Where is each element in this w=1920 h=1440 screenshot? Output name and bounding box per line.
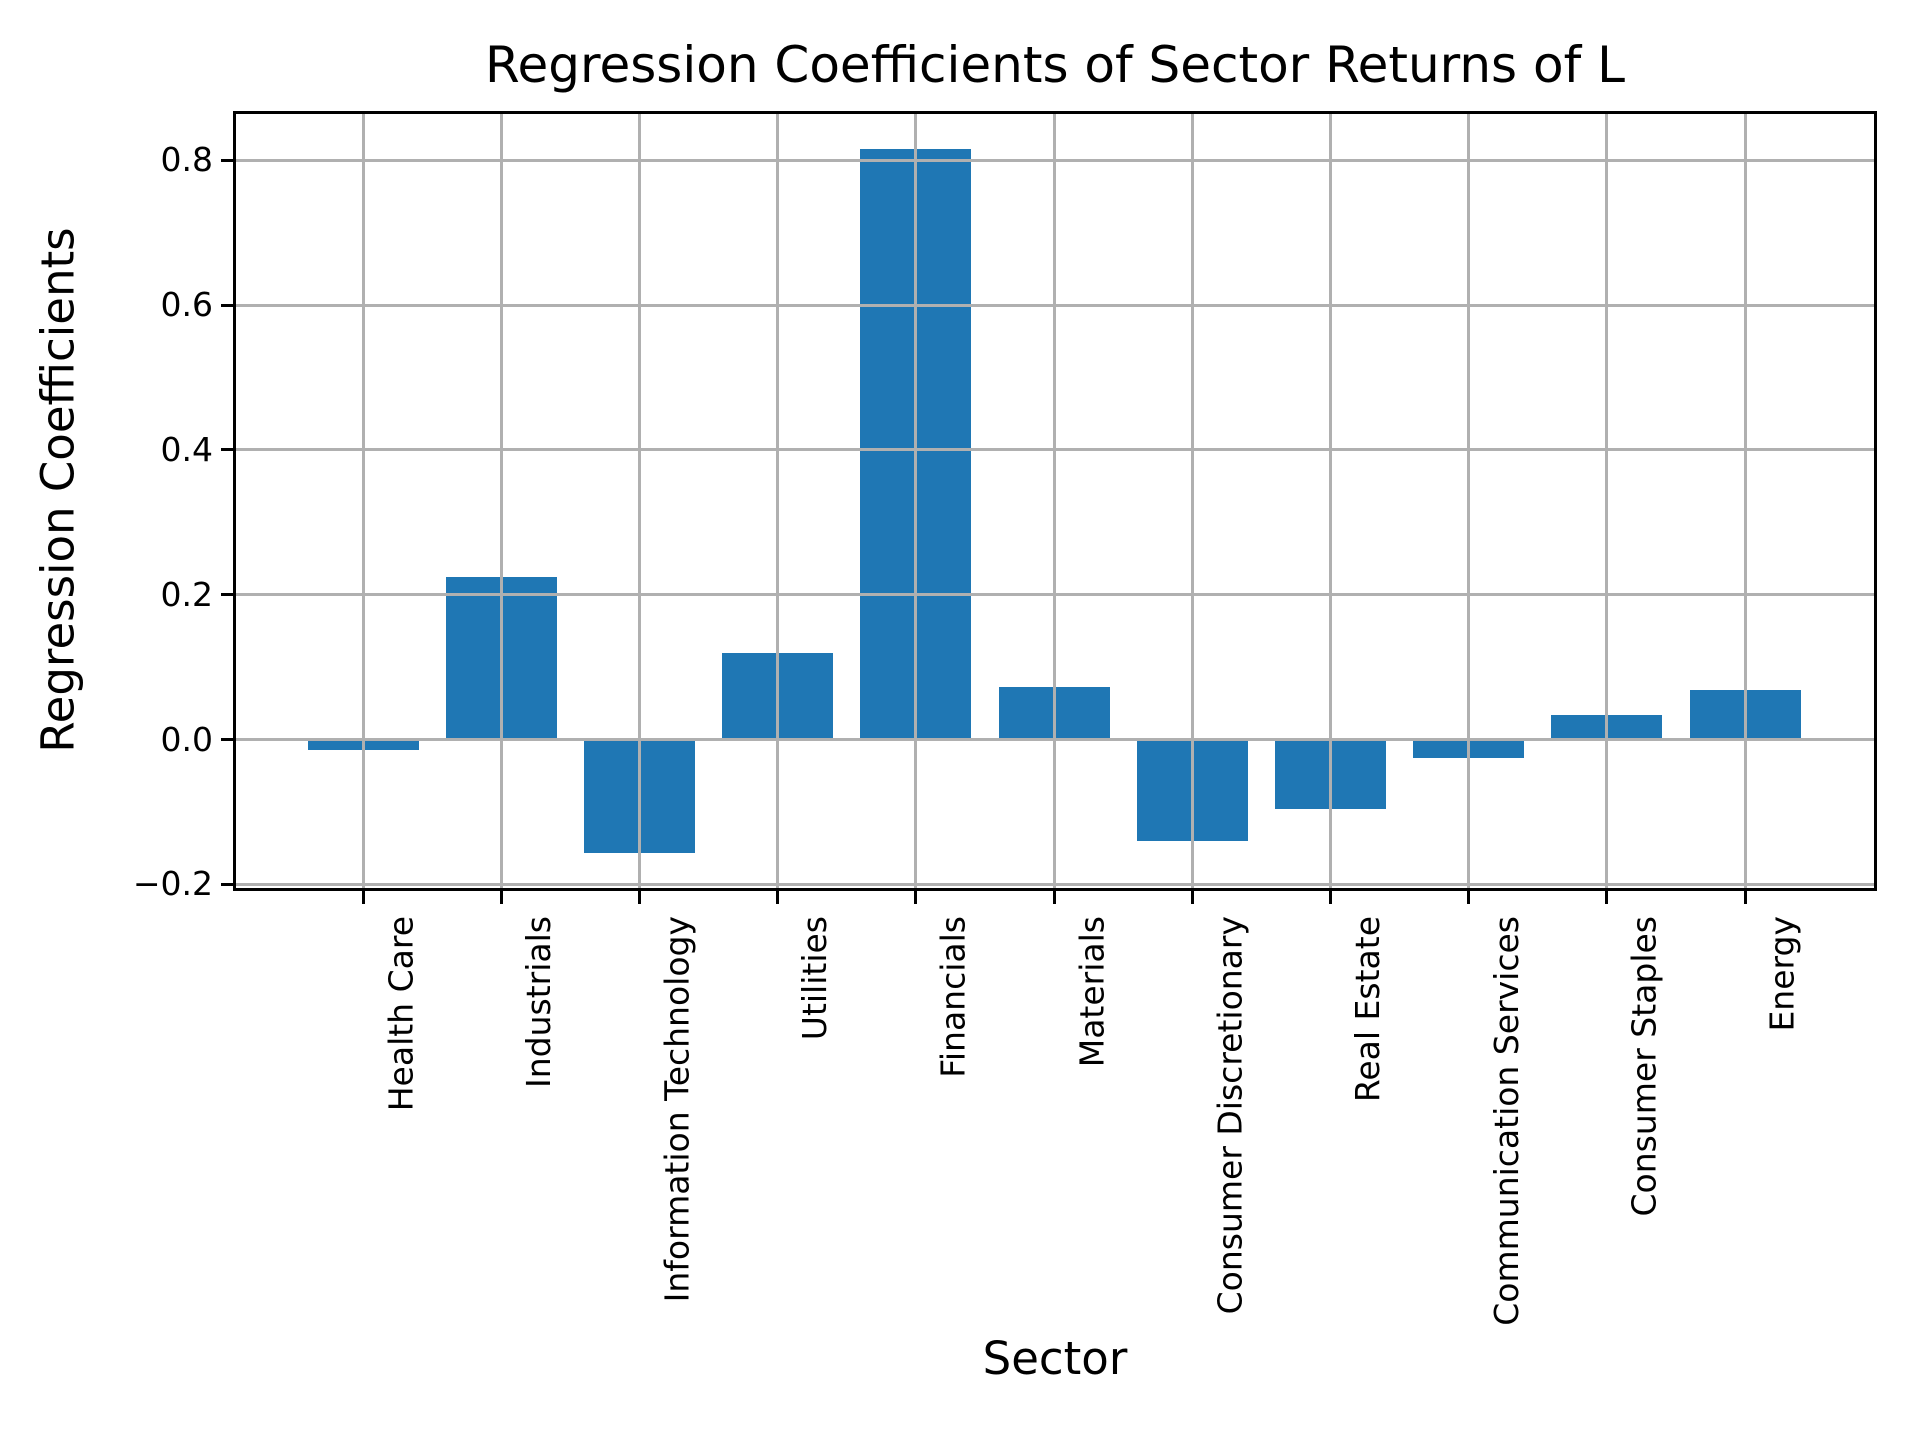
y-tick-mark [221,158,233,162]
x-tick-mark [637,891,641,904]
v-gridline [1328,114,1332,888]
v-gridline [361,114,365,888]
v-gridline [1190,114,1194,888]
y-tick-mark [221,738,233,742]
v-gridline [1743,114,1747,888]
v-gridline [1605,114,1609,888]
x-tick-mark [361,891,365,904]
plot-area: Health Care Industrials Information Techno… [221,111,1877,1326]
x-tick-mark [1467,891,1471,904]
v-gridline [914,114,918,888]
x-tick-label-information-technology: Information Technology [657,916,697,1303]
y-tick-label: 0.2 [160,574,213,614]
y-tick-label: 0.8 [160,140,213,180]
y-tick-mark [221,593,233,597]
v-gridline [1467,114,1471,888]
y-tick-label: 0.6 [160,285,213,325]
y-tick-label: 0.4 [160,429,213,469]
x-tick-mark [776,891,780,904]
x-tick-label-real-estate: Real Estate [1348,916,1388,1103]
v-gridline [1052,114,1056,888]
y-tick-mark [221,882,233,886]
v-gridline [776,114,780,888]
v-gridline [499,114,503,888]
y-tick-label: 0.0 [160,719,213,759]
x-tick-label-utilities: Utilities [795,916,835,1041]
x-tick-label-industrials: Industrials [519,916,559,1088]
x-axis-label: Sector [982,1332,1128,1385]
x-tick-mark [914,891,918,904]
x-tick-label-financials: Financials [933,916,973,1078]
x-tick-mark [1328,891,1332,904]
x-tick-mark [499,891,503,904]
chart-title: Regression Coefficients of Sector Return… [485,36,1625,94]
y-tick-label: −0.2 [132,864,213,904]
x-tick-mark [1052,891,1056,904]
x-tick-mark [1743,891,1747,904]
y-tick-mark [221,303,233,307]
x-tick-label-materials: Materials [1072,916,1111,1068]
x-tick-label-energy: Energy [1763,916,1802,1032]
x-tick-label-consumer-discretionary: Consumer Discretionary [1210,916,1250,1315]
v-gridline [637,114,641,888]
x-tick-label-communication-services: Communication Services [1486,916,1526,1326]
x-tick-mark [1190,891,1194,904]
x-tick-label-health-care: Health Care [381,916,420,1112]
x-tick-mark [1605,891,1609,904]
x-tick-label-consumer-staples: Consumer Staples [1624,916,1664,1217]
y-tick-mark [221,448,233,452]
